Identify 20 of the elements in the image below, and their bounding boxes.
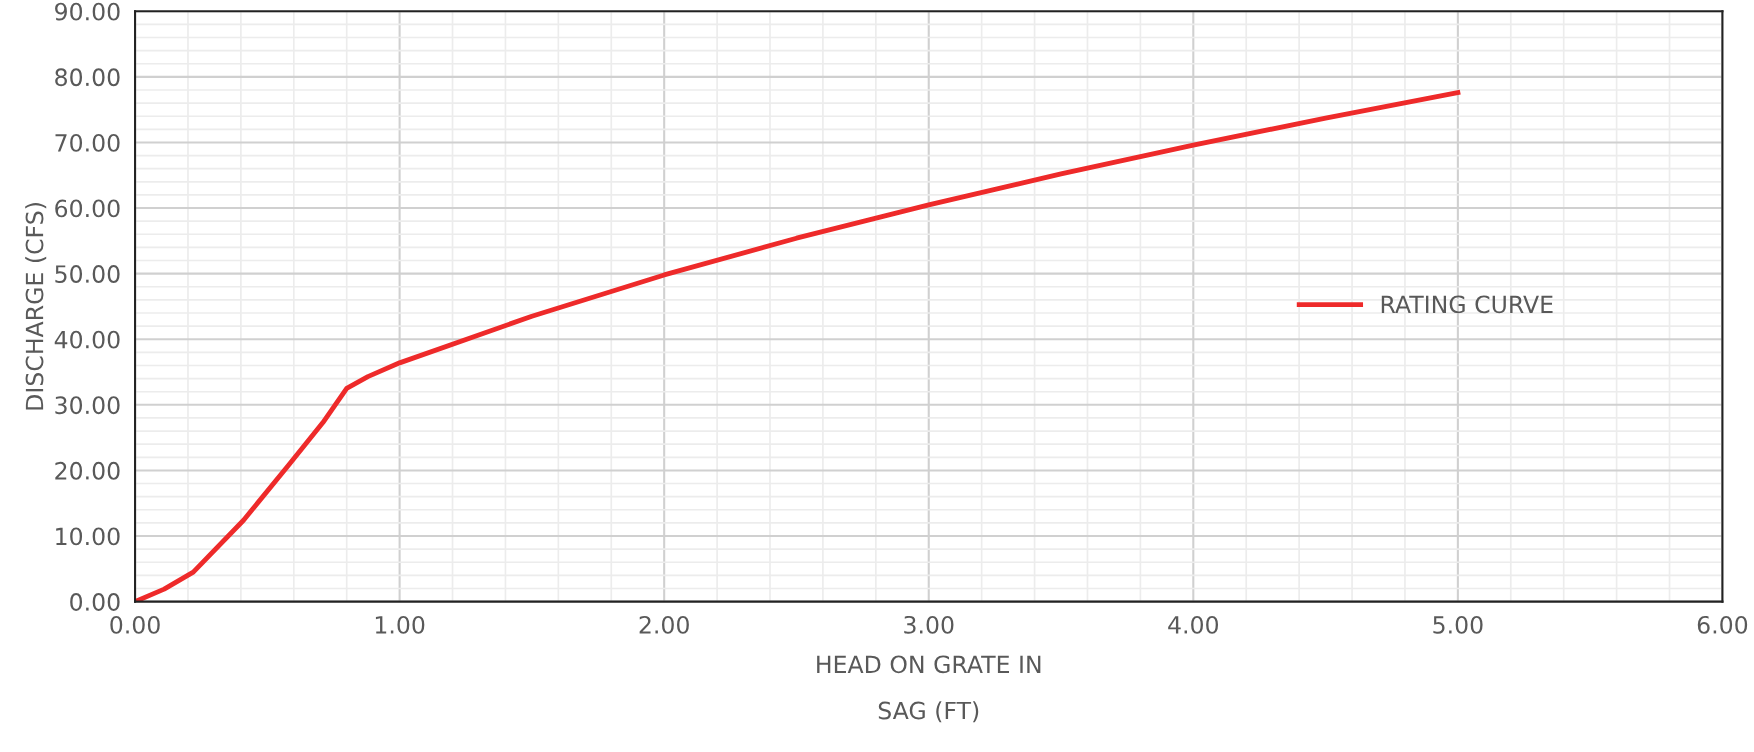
- x-tick-label: 3.00: [904, 615, 954, 634]
- y-tick-label: 20.00: [55, 461, 120, 480]
- legend-label: RATING CURVE: [1381, 295, 1553, 314]
- x-tick-label: 1.00: [375, 615, 425, 634]
- y-tick-label: 90.00: [55, 2, 120, 21]
- x-tick-label: 0.00: [110, 615, 160, 634]
- y-tick-label: 60.00: [55, 199, 120, 218]
- x-tick-label: 2.00: [639, 615, 689, 634]
- y-axis-title: DISCHARGE (CFS): [25, 203, 47, 410]
- y-tick-label: 80.00: [55, 68, 120, 87]
- x-tick-label: 4.00: [1168, 615, 1219, 634]
- x-tick-label: 5.00: [1433, 615, 1483, 634]
- x-tick-label: 6.00: [1697, 615, 1748, 634]
- y-tick-label: 0.00: [70, 593, 120, 611]
- y-tick-label: 10.00: [56, 527, 120, 546]
- x-axis-title: HEAD ON GRATE IN SAG (FT): [817, 655, 1041, 723]
- y-tick-label: 70.00: [55, 133, 120, 152]
- y-tick-label: 30.00: [55, 396, 120, 415]
- y-tick-label: 50.00: [55, 265, 120, 283]
- y-tick-label: 40.00: [54, 330, 120, 349]
